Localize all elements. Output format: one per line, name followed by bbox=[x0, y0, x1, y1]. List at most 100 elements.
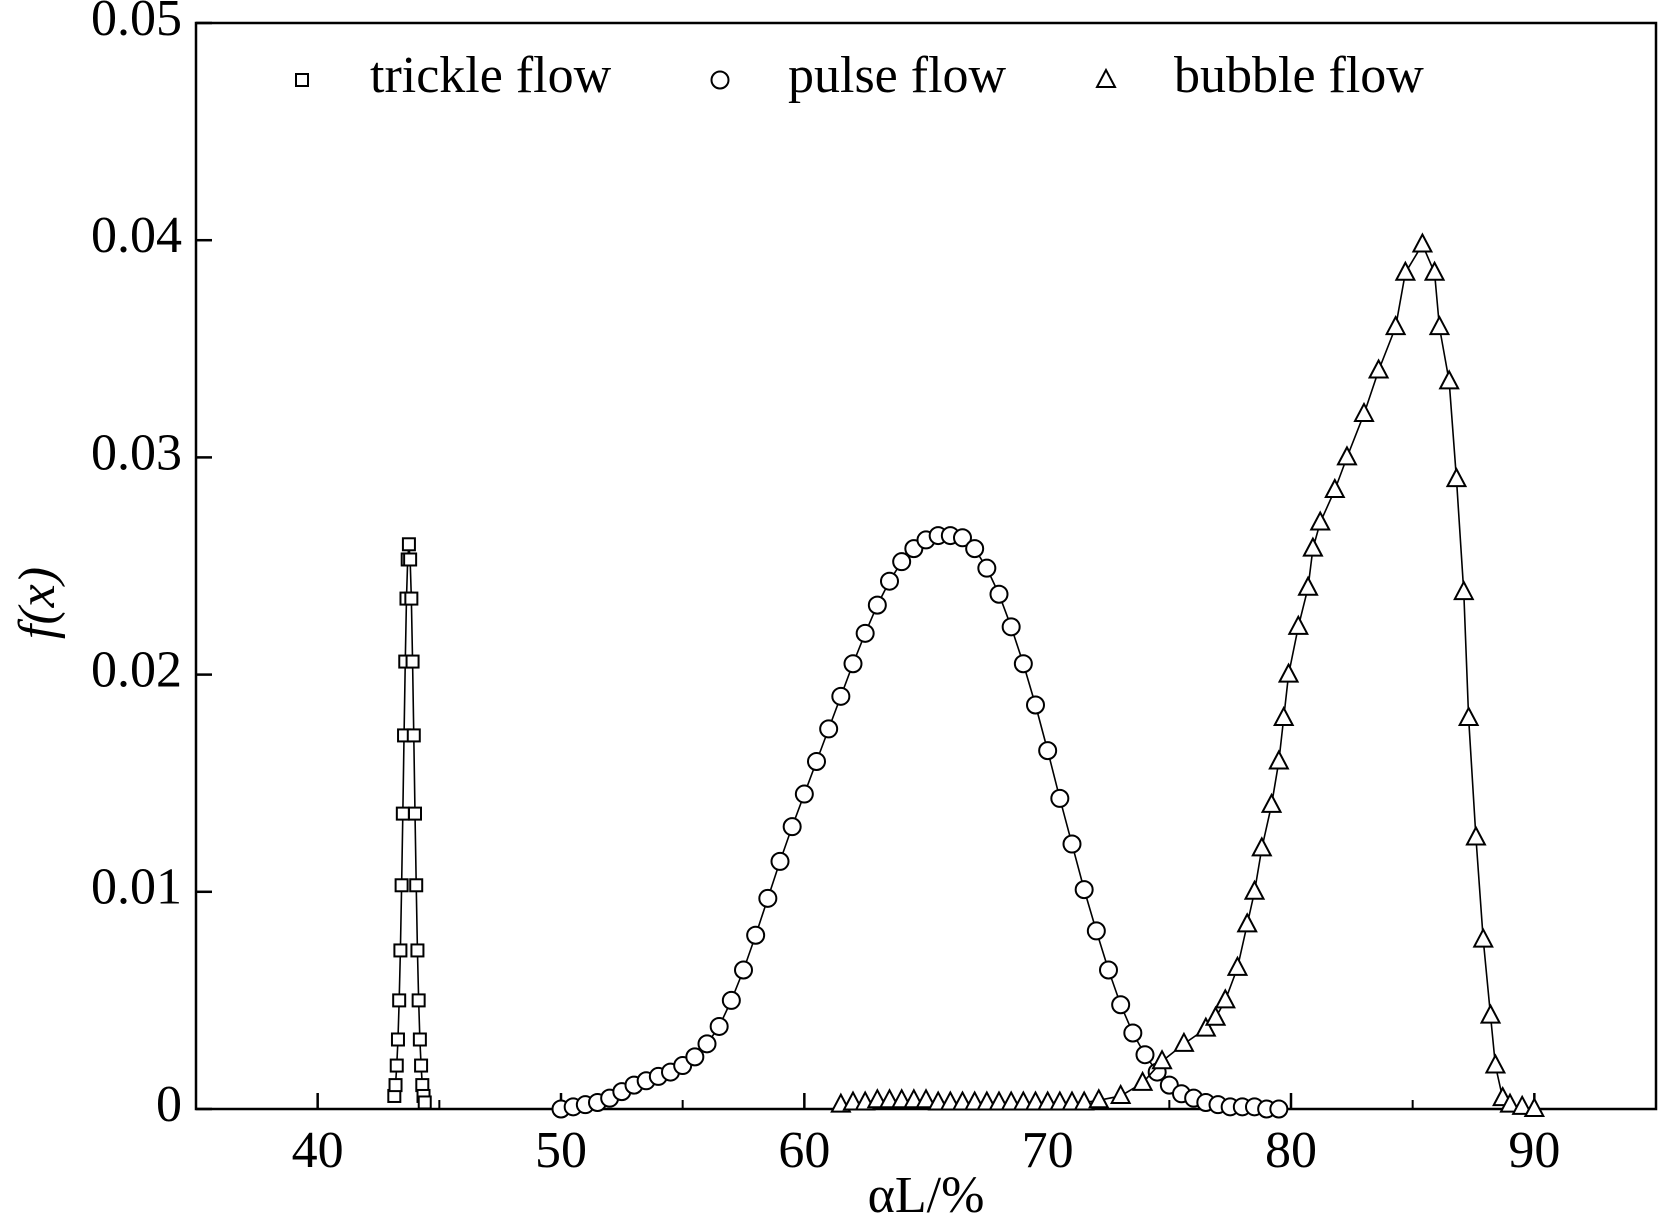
y-tick-label: 0 bbox=[156, 1076, 182, 1133]
data-point bbox=[1324, 477, 1346, 498]
data-point bbox=[1131, 1070, 1154, 1091]
data-point bbox=[819, 719, 839, 739]
x-tick-label: 70 bbox=[1022, 1122, 1074, 1179]
data-point bbox=[1001, 617, 1021, 637]
data-point bbox=[782, 817, 802, 837]
data-point bbox=[1111, 995, 1131, 1015]
data-point bbox=[1110, 1083, 1132, 1104]
y-tick-label: 0.03 bbox=[91, 424, 182, 481]
data-point bbox=[892, 552, 912, 572]
data-point bbox=[395, 806, 410, 821]
data-point bbox=[1088, 1088, 1110, 1109]
data-point bbox=[1236, 912, 1258, 933]
data-point bbox=[953, 528, 972, 548]
x-tick-label: 90 bbox=[1508, 1122, 1560, 1179]
data-point bbox=[1353, 401, 1375, 422]
legend-marker bbox=[710, 70, 730, 90]
data-point bbox=[408, 806, 422, 821]
data-point bbox=[390, 1032, 405, 1047]
data-point bbox=[1269, 1099, 1289, 1119]
data-point bbox=[1445, 466, 1468, 488]
data-point bbox=[1204, 1005, 1227, 1026]
data-point bbox=[721, 990, 741, 1010]
data-point bbox=[1309, 510, 1331, 531]
data-point bbox=[394, 878, 409, 893]
x-tick-label: 80 bbox=[1265, 1122, 1317, 1179]
data-point bbox=[410, 943, 425, 958]
data-point bbox=[406, 728, 421, 743]
data-point bbox=[1428, 314, 1451, 336]
data-point bbox=[989, 584, 1009, 604]
data-point bbox=[1086, 921, 1106, 941]
data-point bbox=[1423, 260, 1446, 281]
data-point bbox=[1453, 579, 1475, 601]
data-point bbox=[1472, 927, 1494, 948]
data-point bbox=[1073, 1090, 1095, 1111]
data-point bbox=[831, 686, 851, 706]
data-point bbox=[1273, 705, 1295, 727]
x-tick-label: 50 bbox=[535, 1122, 587, 1179]
data-point bbox=[1277, 662, 1300, 683]
data-point bbox=[1438, 369, 1460, 390]
series-line bbox=[560, 534, 1279, 1110]
data-point bbox=[977, 558, 997, 578]
data-point bbox=[1394, 260, 1417, 281]
data-point bbox=[1013, 654, 1033, 674]
data-point bbox=[855, 623, 875, 643]
y-tick-label: 0.04 bbox=[91, 207, 182, 264]
x-axis-label: αL/% bbox=[868, 1167, 985, 1224]
legend-marker bbox=[295, 73, 309, 87]
data-point bbox=[1195, 1016, 1217, 1037]
data-point bbox=[758, 888, 778, 908]
data-point bbox=[734, 960, 753, 980]
data-point bbox=[388, 1078, 403, 1093]
data-point bbox=[403, 552, 418, 567]
data-point bbox=[1384, 314, 1407, 336]
data-point bbox=[411, 993, 426, 1008]
data-point bbox=[414, 1058, 429, 1073]
series-line bbox=[840, 242, 1535, 1110]
data-point bbox=[1367, 358, 1390, 379]
data-point bbox=[1499, 1092, 1521, 1113]
data-point bbox=[770, 851, 790, 871]
data-point bbox=[697, 1034, 717, 1054]
data-point bbox=[1511, 1094, 1533, 1115]
data-point bbox=[1297, 575, 1319, 596]
legend-marker bbox=[1095, 67, 1117, 88]
data-point bbox=[404, 591, 419, 606]
data-point bbox=[965, 539, 985, 559]
data-point bbox=[1050, 788, 1070, 808]
data-point bbox=[1336, 445, 1358, 466]
data-point bbox=[1260, 792, 1283, 813]
data-point bbox=[685, 1047, 705, 1067]
x-tick-label: 60 bbox=[778, 1122, 830, 1179]
data-point bbox=[417, 1095, 432, 1110]
data-point bbox=[915, 1088, 937, 1109]
data-point bbox=[409, 878, 424, 893]
data-point bbox=[401, 537, 416, 552]
data-point bbox=[1457, 705, 1480, 727]
data-point bbox=[1302, 536, 1324, 557]
data-point bbox=[867, 595, 887, 615]
y-axis-label: f(x) bbox=[9, 567, 66, 639]
x-tick-label: 40 bbox=[292, 1122, 344, 1179]
data-point bbox=[746, 925, 766, 945]
data-point bbox=[1123, 1023, 1143, 1043]
data-point bbox=[1268, 749, 1290, 770]
data-point bbox=[1038, 741, 1058, 761]
data-point bbox=[1026, 695, 1045, 715]
data-point bbox=[1465, 825, 1487, 846]
data-point bbox=[1135, 1045, 1155, 1065]
data-point bbox=[709, 1016, 729, 1036]
data-point bbox=[1074, 880, 1094, 900]
data-point bbox=[389, 1058, 404, 1073]
data-point bbox=[1243, 879, 1266, 900]
series-line bbox=[393, 544, 426, 1103]
data-point bbox=[392, 993, 407, 1008]
legend-label: trickle flow bbox=[370, 47, 612, 104]
data-point bbox=[393, 943, 408, 958]
data-point bbox=[1226, 955, 1249, 976]
y-tick-label: 0.01 bbox=[91, 859, 182, 916]
data-point bbox=[1484, 1053, 1507, 1074]
